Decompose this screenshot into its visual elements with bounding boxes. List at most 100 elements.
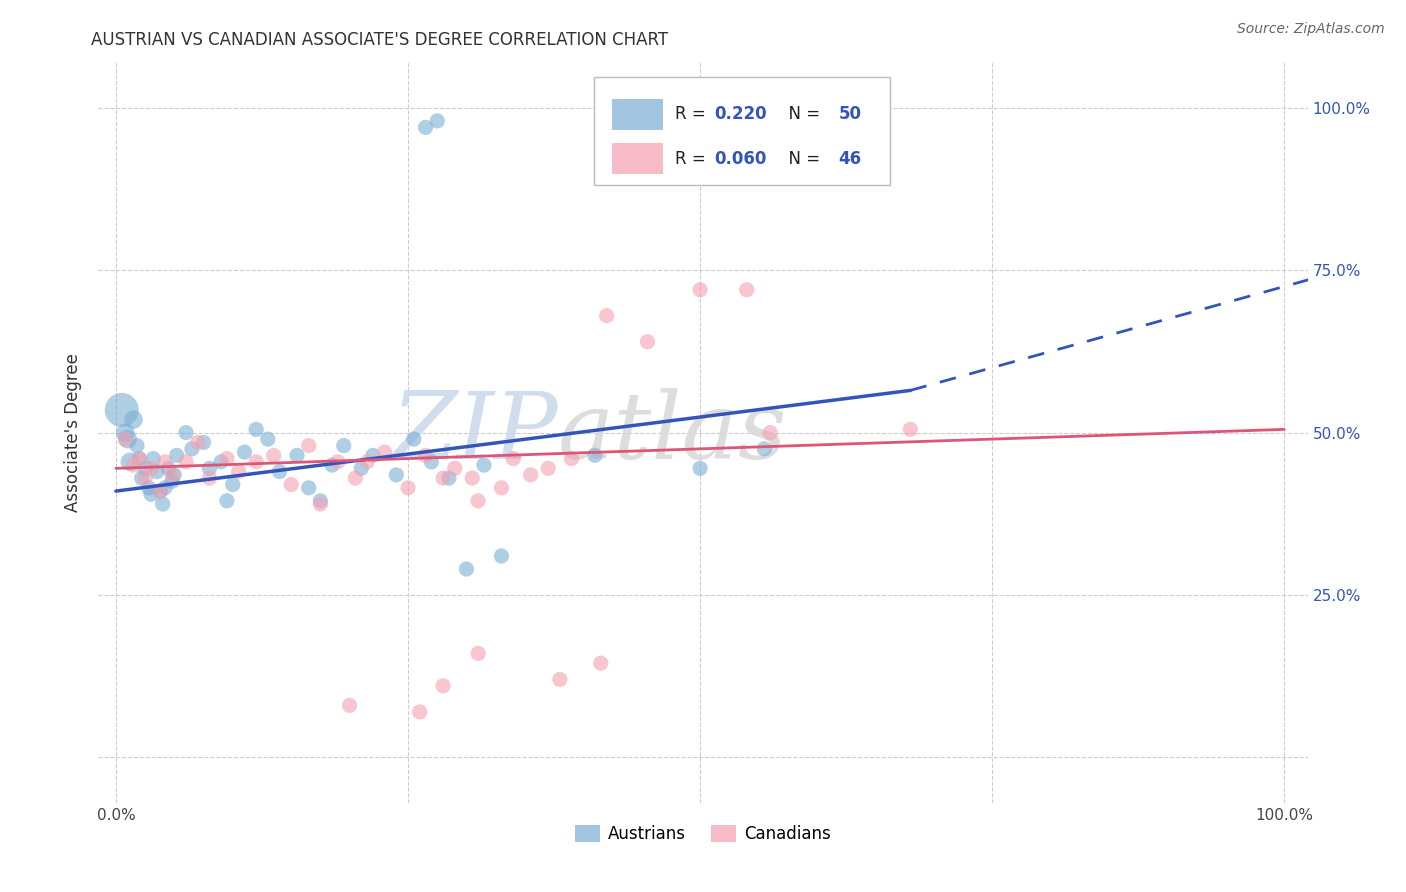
Point [198,461,221,475]
Point [122,458,145,472]
Point [298,439,321,453]
Point [326,455,349,469]
FancyBboxPatch shape [613,99,664,130]
Point [583,448,606,462]
Point [595,309,617,323]
Point [215,493,238,508]
Point [409,705,432,719]
Point [396,481,419,495]
Point [134,471,156,485]
Legend: Austrians, Canadians: Austrians, Canadians [568,819,838,850]
Point [128,451,150,466]
Point [298,481,321,495]
Point [402,432,425,446]
Point [117,432,139,446]
Text: 46: 46 [838,150,862,168]
Point [163,467,186,482]
Point [160,467,183,482]
Point [472,458,495,472]
Point [285,448,308,462]
Point [153,455,176,469]
Point [385,467,408,482]
Point [519,467,541,482]
Point [415,120,437,135]
Text: 0.220: 0.220 [714,105,766,123]
Point [138,481,160,495]
Point [125,439,148,453]
Point [222,477,245,491]
Point [131,471,153,485]
Point [111,403,134,417]
Point [146,465,169,479]
Point [263,448,285,462]
Text: 50: 50 [838,105,862,123]
Point [153,481,176,495]
Point [361,448,384,462]
Point [461,471,484,485]
Point [256,432,278,446]
Point [157,461,180,475]
Text: AUSTRIAN VS CANADIAN ASSOCIATE'S DEGREE CORRELATION CHART: AUSTRIAN VS CANADIAN ASSOCIATE'S DEGREE … [91,31,668,49]
Point [269,465,291,479]
Point [198,471,221,485]
Point [142,451,165,466]
Point [898,422,921,436]
Text: ZIP: ZIP [391,388,558,477]
Text: R =: R = [675,150,711,168]
Point [309,493,332,508]
Point [209,455,232,469]
Point [374,445,396,459]
Point [589,656,612,670]
Point [166,448,188,462]
Point [149,484,172,499]
Point [149,484,172,499]
Point [152,497,174,511]
Point [245,422,267,436]
Point [174,425,197,440]
FancyBboxPatch shape [595,78,890,185]
Point [420,455,443,469]
Point [114,432,136,446]
FancyBboxPatch shape [613,143,664,174]
Point [432,679,454,693]
Point [735,283,758,297]
Point [637,334,659,349]
Point [193,435,215,450]
Point [491,549,513,563]
Point [689,461,711,475]
Point [432,471,454,485]
Point [339,698,361,713]
Point [456,562,478,576]
Y-axis label: Associate's Degree: Associate's Degree [65,353,83,512]
Point [491,481,513,495]
Point [114,425,136,440]
Point [245,455,267,469]
Point [759,425,782,440]
Point [160,475,183,489]
Point [344,471,367,485]
Point [174,455,197,469]
Point [548,673,571,687]
Point [280,477,302,491]
Point [443,461,465,475]
Text: N =: N = [778,150,825,168]
Point [561,451,583,466]
Point [187,435,209,450]
Point [356,455,378,469]
Point [215,451,238,466]
Point [332,439,354,453]
Point [139,461,162,475]
Point [228,465,250,479]
Point [754,442,776,456]
Point [537,461,560,475]
Text: atlas: atlas [558,388,787,477]
Point [118,455,141,469]
Point [180,442,202,456]
Text: Source: ZipAtlas.com: Source: ZipAtlas.com [1237,22,1385,37]
Point [415,448,437,462]
Point [128,451,150,466]
Point [134,461,156,475]
Text: R =: R = [675,105,711,123]
Point [467,647,489,661]
Point [309,497,332,511]
